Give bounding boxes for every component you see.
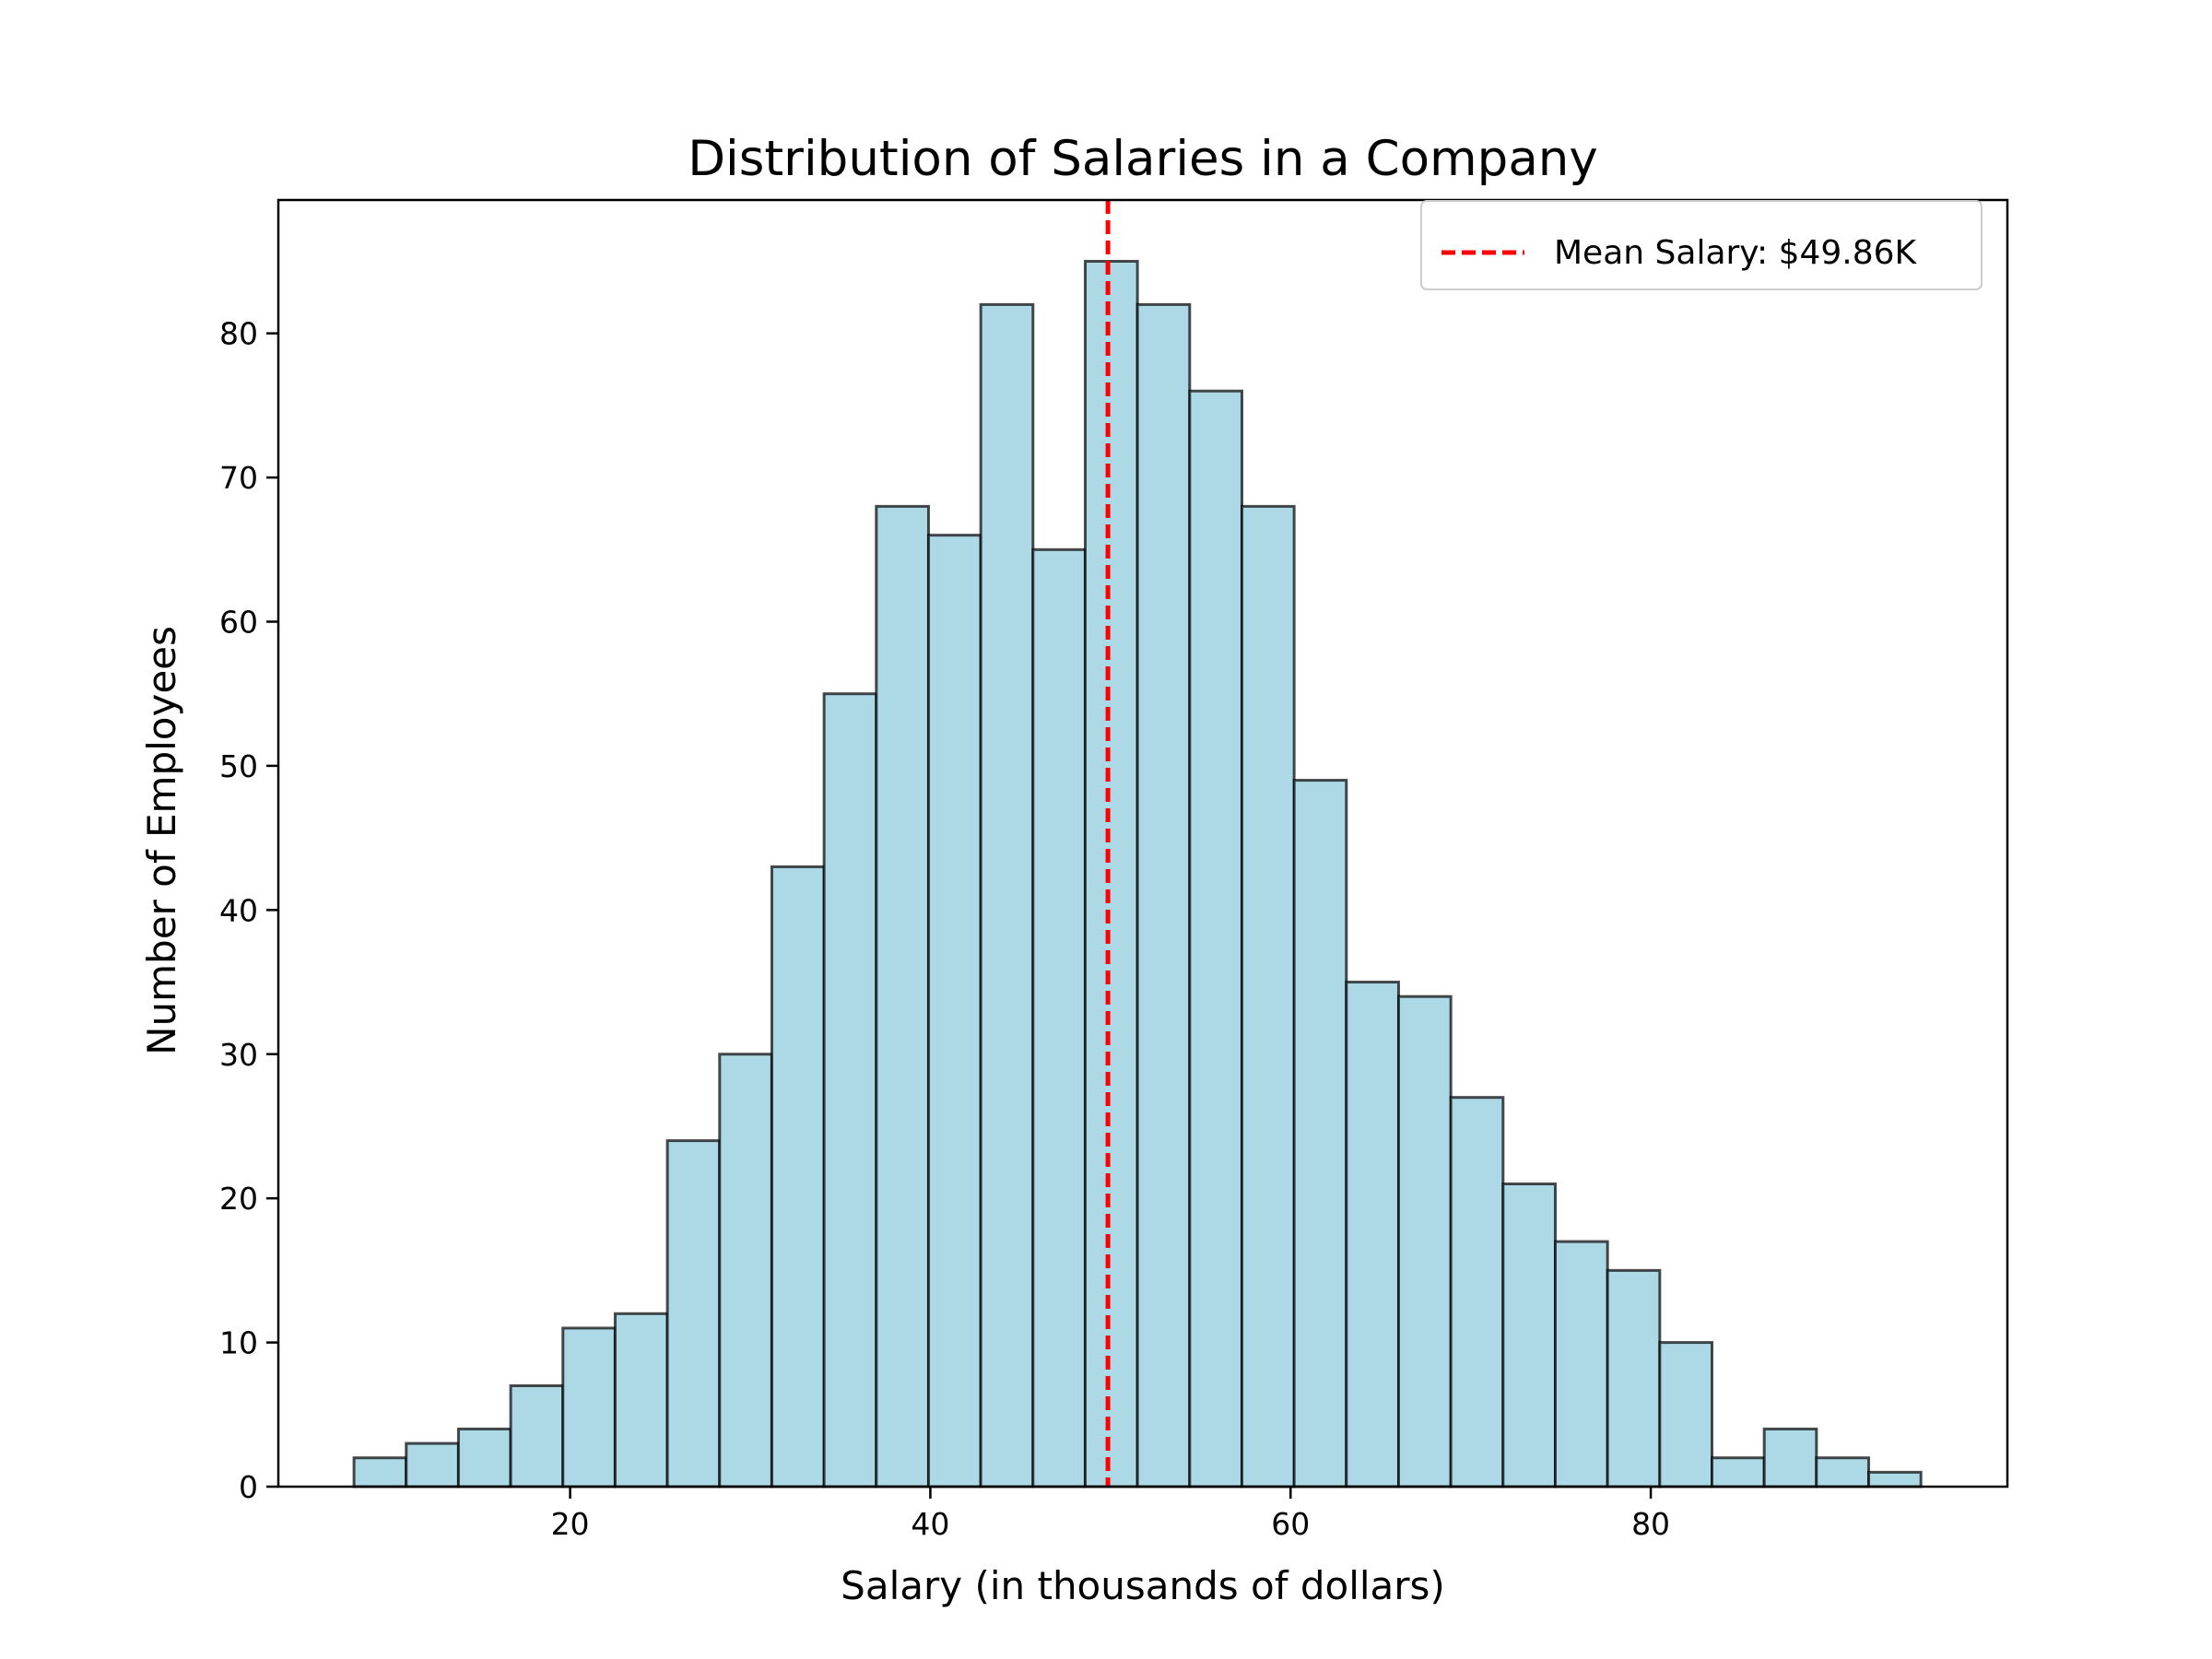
histogram-bar xyxy=(1762,1427,1818,1488)
chart-title: Distribution of Salaries in a Company xyxy=(688,131,1598,187)
histogram-bar xyxy=(1815,1456,1871,1488)
histogram-bar xyxy=(1188,389,1243,1488)
x-tick-label: 40 xyxy=(911,1506,949,1542)
histogram-bar xyxy=(770,865,826,1488)
y-tick-label: 80 xyxy=(219,316,258,352)
histogram-bar xyxy=(1031,547,1087,1488)
histogram-bar xyxy=(1240,504,1296,1488)
y-tick-label: 60 xyxy=(219,605,258,641)
histogram-bar xyxy=(1658,1341,1714,1488)
y-tick-label: 20 xyxy=(219,1181,258,1217)
histogram-bar xyxy=(718,1053,773,1488)
histogram-bar xyxy=(1449,1096,1505,1488)
histogram-bar xyxy=(1867,1470,1923,1488)
histogram-bar xyxy=(1083,259,1139,1488)
y-axis-ticks: 0 10 20 30 40 50 60 70 80 xyxy=(219,316,278,1505)
x-tick-label: 60 xyxy=(1271,1506,1310,1542)
histogram-bar xyxy=(822,692,878,1488)
y-tick-label: 0 xyxy=(239,1469,258,1505)
x-axis-ticks: 20 40 60 80 xyxy=(551,1487,1670,1542)
x-axis-label: Salary (in thousands of dollars) xyxy=(841,1563,1445,1608)
x-tick-label: 80 xyxy=(1631,1506,1670,1542)
histogram-bar xyxy=(979,302,1035,1488)
histogram-bar xyxy=(509,1384,565,1488)
legend-box xyxy=(1420,200,1983,290)
y-tick-label: 50 xyxy=(219,748,258,784)
histogram-bar xyxy=(1606,1268,1662,1488)
y-tick-label: 30 xyxy=(219,1037,258,1073)
y-tick-label: 40 xyxy=(219,892,258,928)
histogram-bar xyxy=(926,534,982,1488)
histogram-bar xyxy=(456,1427,512,1488)
histogram-bar xyxy=(405,1441,460,1488)
y-tick-label: 10 xyxy=(219,1325,258,1361)
y-tick-label: 70 xyxy=(219,460,258,496)
histogram-bar xyxy=(561,1326,617,1488)
x-tick-label: 20 xyxy=(551,1506,590,1542)
y-axis-label: Number of Employees xyxy=(139,626,184,1055)
histogram-bar xyxy=(875,504,930,1488)
histogram-bar xyxy=(1501,1182,1558,1488)
histogram-bar xyxy=(1396,994,1453,1488)
bars-group xyxy=(352,259,1923,1488)
plot-frame xyxy=(276,198,2009,1488)
histogram-bar xyxy=(352,1456,408,1488)
histogram-bar xyxy=(1554,1240,1609,1488)
histogram-bar xyxy=(613,1312,669,1488)
legend: Mean Salary: $49.86K xyxy=(1420,200,1983,290)
histogram-bar xyxy=(1135,302,1192,1488)
histogram-bar xyxy=(1711,1456,1766,1488)
histogram-bar xyxy=(1345,981,1400,1488)
histogram-bar xyxy=(1292,779,1348,1488)
histogram-bar xyxy=(665,1139,722,1488)
legend-mean-label: Mean Salary: $49.86K xyxy=(1554,234,1918,272)
